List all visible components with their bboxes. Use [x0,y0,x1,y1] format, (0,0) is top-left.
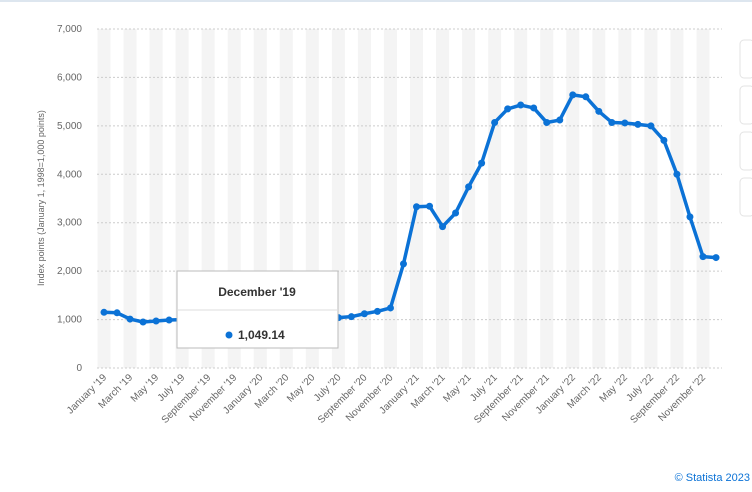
point [347,313,355,321]
y-tick-label: 5,000 [57,121,82,132]
point [517,101,525,109]
point [712,254,720,262]
point [595,107,603,115]
side-button[interactable] [739,85,752,125]
y-tick-label: 7,000 [57,24,82,35]
point [152,317,160,325]
tooltip-title: December '19 [218,285,296,299]
point [413,203,421,211]
y-tick-label: 3,000 [57,218,82,229]
tooltip: December '19 1,049.14 [176,270,339,349]
x-tick-label: November '22 [657,372,709,424]
column-band [514,29,528,368]
point [426,202,434,210]
point [699,253,707,261]
y-tick-label: 0 [76,363,82,374]
side-button[interactable] [739,131,752,171]
column-band [592,29,606,368]
column-band [436,29,450,368]
point [634,120,642,128]
x-tick-label: May '21 [441,372,474,405]
point [686,213,694,221]
column-band [149,29,163,368]
column-band [97,29,111,368]
point [582,93,590,101]
column-band [540,29,554,368]
column-band [566,29,580,368]
x-tick-label: May '20 [285,372,318,405]
point [647,122,655,130]
column-band [462,29,476,368]
x-tick-label: May '22 [598,372,631,405]
point [608,118,616,126]
column-band [357,29,371,368]
column-band [644,29,658,368]
point [100,308,108,316]
point [452,209,460,217]
point [386,304,394,312]
y-tick-label: 4,000 [57,169,82,180]
y-tick-label: 6,000 [57,72,82,83]
point [504,105,512,113]
point [543,118,551,126]
point [126,315,134,323]
point [465,183,473,191]
y-tick-label: 1,000 [57,315,82,326]
column-band [488,29,502,368]
column-band [670,29,684,368]
point [530,104,538,112]
point [660,136,668,144]
column-band [383,29,397,368]
point [569,91,577,99]
point [621,119,629,127]
side-button[interactable] [739,39,752,79]
point [673,170,681,178]
point [373,307,381,315]
column-band [410,29,424,368]
point [478,159,486,167]
point [439,223,447,231]
column-band [696,29,710,368]
y-tick-label: 2,000 [57,266,82,277]
x-tick-label: May '19 [129,372,162,405]
point [556,116,564,124]
tooltip-value: 1,049.14 [238,328,285,342]
column-band [123,29,137,368]
point [491,118,499,126]
point [165,316,173,324]
point [399,260,407,268]
point [113,309,121,317]
y-axis-title: Index points (January 1, 1998=1,000 poin… [36,110,46,286]
point [139,318,147,326]
point [360,310,368,318]
tooltip-marker [225,331,233,339]
credit: © Statista 2023 [675,472,750,484]
column-band [618,29,632,368]
side-button[interactable] [739,177,752,217]
